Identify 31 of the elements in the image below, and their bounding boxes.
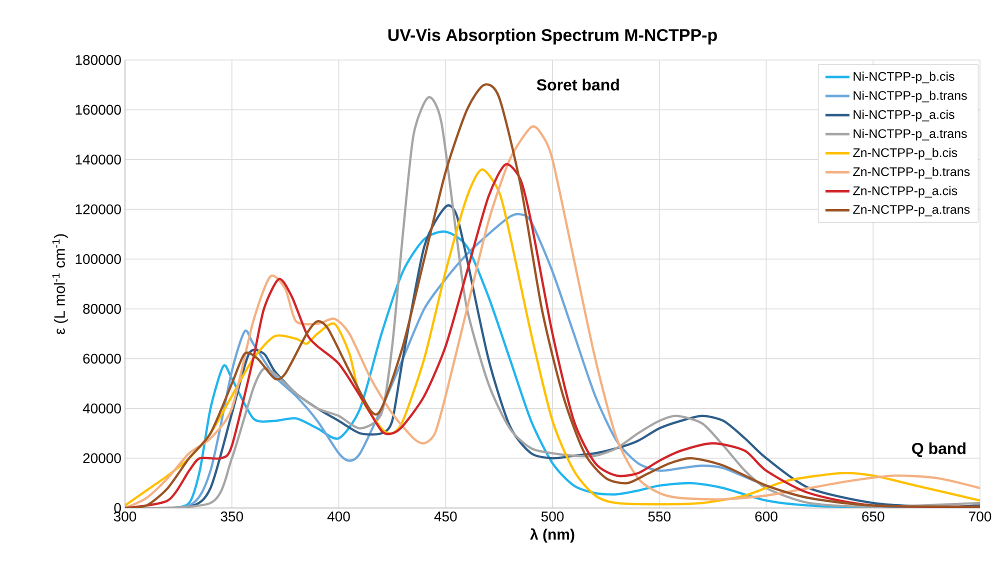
y-axis-title: ε (L mol$^{-1}$ cm$^{-1}$) <box>52 234 68 334</box>
x-tick-label: 400 <box>327 512 350 522</box>
y-tick-label: 180000 <box>76 55 121 65</box>
y-tick-label: 100000 <box>76 254 121 264</box>
y-tick-label: 80000 <box>83 304 121 314</box>
y-tick-label: 120000 <box>76 204 121 214</box>
y-tick-label: 40000 <box>82 403 121 414</box>
legend-label: Ni-NCTPP-p_b.trans <box>854 90 967 102</box>
x-tick-label: 350 <box>220 512 244 522</box>
x-tick-label: 550 <box>648 512 671 522</box>
y-tick-label: 140000 <box>76 154 121 165</box>
annotation: Soret band <box>536 78 619 91</box>
x-tick-label: 300 <box>114 512 136 522</box>
x-tick-label: 650 <box>862 512 884 522</box>
x-tick-label: 700 <box>969 512 992 522</box>
legend-label: Zn-NCTPP-p_b.cis <box>853 148 958 160</box>
y-tick-label: 60000 <box>83 354 121 364</box>
y-tick-label: 160000 <box>76 104 121 115</box>
x-tick-label: 450 <box>434 512 457 522</box>
annotation: Q band <box>912 442 966 458</box>
legend-label: Zn-NCTPP-p_a.trans <box>853 205 970 216</box>
x-tick-label: 500 <box>541 512 564 522</box>
legend-label: Ni-NCTPP-p_a.cis <box>854 110 954 122</box>
x-tick-label: 600 <box>755 512 778 522</box>
legend-label: Ni-NCTPP-p_a.trans <box>854 128 967 140</box>
y-tick-label: 20000 <box>83 453 121 464</box>
legend-label: Ni-NCTPP-p_b.cis <box>854 72 954 84</box>
legend-label: Zn-NCTPP-p_b.trans <box>853 166 970 179</box>
x-axis-title: λ (nm) <box>530 528 574 543</box>
chart-title: UV-Vis Absorption Spectrum M-NCTPP-p <box>388 28 717 44</box>
legend-label: Zn-NCTPP-p_a.cis <box>853 186 958 198</box>
